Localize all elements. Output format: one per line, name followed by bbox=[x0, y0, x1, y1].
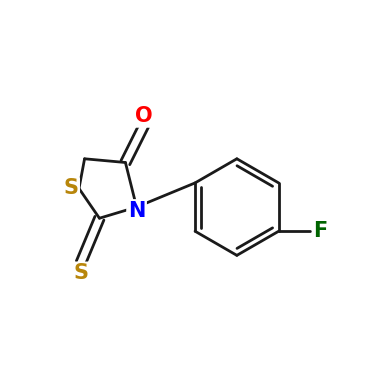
Text: F: F bbox=[314, 221, 328, 241]
Text: N: N bbox=[128, 201, 145, 221]
Text: S: S bbox=[64, 178, 78, 199]
Text: O: O bbox=[135, 106, 153, 126]
Text: S: S bbox=[73, 263, 88, 283]
